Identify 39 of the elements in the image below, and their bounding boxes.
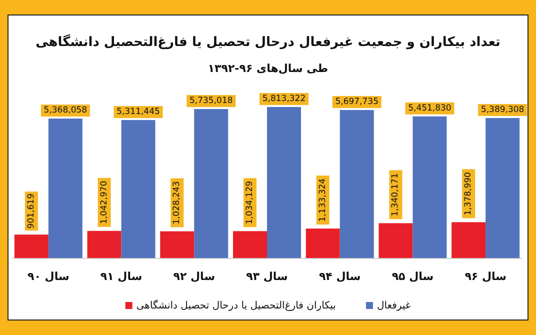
data-label: 1,340,171 — [390, 173, 401, 216]
data-label: 5,813,322 — [262, 94, 306, 104]
data-label: 5,735,018 — [190, 96, 233, 106]
bar — [412, 116, 447, 258]
data-label: 1,378,990 — [464, 172, 474, 216]
data-label: 901,619 — [26, 194, 36, 229]
data-label: 1,042,970 — [99, 180, 110, 224]
bar — [194, 109, 228, 258]
chart-subtitle: طی سال‌های ۹۶-۱۳۹۲ — [208, 62, 328, 75]
x-tick-label: سال ۹۰ — [28, 270, 70, 283]
bar — [87, 230, 122, 258]
bar — [14, 234, 48, 258]
x-tick-label: سال ۹۳ — [246, 270, 288, 283]
bar — [340, 110, 374, 258]
x-tick-label: سال ۹۲ — [173, 270, 216, 283]
data-label: 5,697,735 — [335, 97, 378, 107]
bar — [486, 118, 520, 258]
data-label: 1,034,129 — [245, 181, 255, 224]
bar — [267, 107, 301, 258]
legend-label: غیرفعال — [376, 300, 411, 312]
x-tick-label: سال ۹۱ — [100, 270, 142, 283]
bar — [378, 223, 413, 258]
data-label: 5,451,830 — [408, 103, 452, 114]
legend-label: بیکاران فارغ‌التحصیل یا درحال تحصیل دانشگاهی — [136, 300, 336, 312]
data-label: 5,368,058 — [44, 106, 88, 116]
bar — [121, 120, 156, 258]
chart-title: تعداد بیکاران و جمعیت غیرفعال درحال تحصیل یا فارغ‌التحصیل دانشگاهی — [36, 34, 500, 50]
x-tick-label: سال ۹۴ — [318, 270, 361, 283]
bar — [306, 228, 340, 258]
bar — [160, 231, 194, 258]
data-label: 5,389,308 — [480, 105, 524, 116]
x-tick-label: سال ۹۶ — [464, 270, 506, 283]
data-label: 1,028,243 — [172, 181, 182, 224]
x-tick-label: سال ۹۵ — [392, 270, 434, 283]
bar — [452, 222, 486, 258]
data-label: 1,133,324 — [318, 178, 328, 222]
bar — [233, 231, 267, 258]
bar — [48, 118, 82, 258]
data-label: 5,311,445 — [116, 107, 160, 118]
